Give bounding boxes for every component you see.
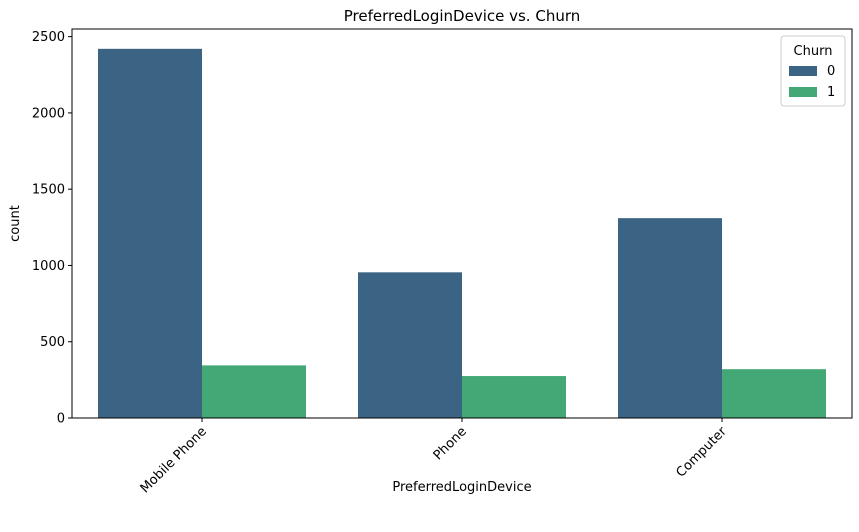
legend-label-0: 0 — [827, 64, 835, 79]
y-tick-label: 0 — [57, 412, 65, 427]
legend: Churn 0 1 — [780, 35, 846, 107]
y-axis: 0 500 1000 1500 2000 2500 — [32, 30, 72, 427]
bar-computer-churn-0 — [618, 218, 722, 418]
y-tick-label: 1500 — [32, 183, 65, 198]
legend-label-1: 1 — [827, 85, 835, 100]
y-axis-title: count — [8, 205, 23, 242]
chart-title: PreferredLoginDevice vs. Churn — [344, 7, 581, 25]
x-tick-label: Phone — [431, 424, 470, 463]
y-tick-label: 2000 — [32, 106, 65, 121]
bar-phone-churn-1 — [462, 376, 566, 418]
bar-computer-churn-1 — [722, 369, 826, 418]
legend-swatch-0 — [789, 66, 817, 76]
y-tick-label: 2500 — [32, 30, 65, 45]
y-tick-label: 1000 — [32, 259, 65, 274]
y-tick-label: 500 — [40, 335, 65, 350]
bars-layer — [98, 48, 826, 418]
bar-mobile-phone-churn-0 — [98, 48, 202, 418]
legend-swatch-1 — [789, 87, 817, 97]
bar-phone-churn-0 — [358, 272, 462, 418]
x-tick-label: Computer — [674, 424, 731, 481]
legend-title: Churn — [794, 44, 833, 59]
x-tick-label: Mobile Phone — [138, 424, 210, 496]
bar-mobile-phone-churn-1 — [202, 365, 306, 418]
x-axis-title: PreferredLoginDevice — [392, 480, 531, 495]
plot-frame — [71, 28, 853, 419]
